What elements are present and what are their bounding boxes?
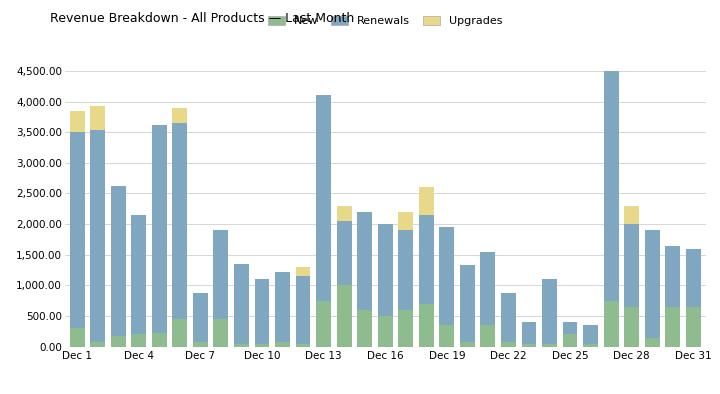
Bar	[419, 304, 433, 347]
Bar	[214, 319, 228, 347]
Bar	[357, 310, 372, 347]
Bar	[604, 301, 618, 347]
Text: Revenue Breakdown - All Products — Last Month: Revenue Breakdown - All Products — Last …	[50, 12, 355, 25]
Bar	[645, 230, 660, 338]
Bar	[255, 344, 269, 347]
Bar	[665, 307, 680, 347]
Bar	[501, 342, 516, 347]
Bar	[686, 249, 701, 307]
Bar	[337, 285, 351, 347]
Bar	[337, 221, 351, 285]
Bar	[111, 186, 125, 336]
Bar	[480, 325, 495, 347]
Bar	[152, 333, 166, 347]
Bar	[255, 279, 269, 344]
Bar	[316, 95, 331, 301]
Bar	[583, 325, 598, 344]
Bar	[337, 206, 351, 221]
Bar	[316, 301, 331, 347]
Bar	[562, 322, 577, 335]
Bar	[90, 106, 105, 130]
Bar	[275, 342, 290, 347]
Bar	[172, 319, 187, 347]
Bar	[624, 206, 639, 224]
Bar	[296, 267, 310, 276]
Bar	[234, 264, 249, 344]
Bar	[131, 215, 146, 335]
Bar	[521, 344, 536, 347]
Bar	[193, 293, 208, 342]
Legend: New, Renewals, Upgrades: New, Renewals, Upgrades	[268, 16, 503, 26]
Bar	[398, 230, 413, 310]
Bar	[439, 325, 454, 347]
Bar	[398, 310, 413, 347]
Bar	[542, 279, 557, 344]
Bar	[686, 307, 701, 347]
Bar	[624, 224, 639, 307]
Bar	[296, 344, 310, 347]
Bar	[172, 123, 187, 319]
Bar	[460, 265, 474, 342]
Bar	[90, 130, 105, 342]
Bar	[460, 342, 474, 347]
Bar	[665, 245, 680, 307]
Bar	[193, 342, 208, 347]
Bar	[234, 344, 249, 347]
Bar	[131, 335, 146, 347]
Bar	[419, 188, 433, 215]
Bar	[624, 307, 639, 347]
Bar	[501, 293, 516, 342]
Bar	[152, 125, 166, 333]
Bar	[378, 224, 392, 316]
Bar	[480, 252, 495, 325]
Bar	[357, 212, 372, 310]
Bar	[604, 52, 618, 301]
Bar	[70, 328, 84, 347]
Bar	[111, 336, 125, 347]
Bar	[562, 335, 577, 347]
Bar	[70, 111, 84, 132]
Bar	[296, 276, 310, 344]
Bar	[70, 132, 84, 328]
Bar	[378, 316, 392, 347]
Bar	[90, 342, 105, 347]
Bar	[583, 344, 598, 347]
Bar	[419, 215, 433, 304]
Bar	[645, 338, 660, 347]
Bar	[214, 230, 228, 319]
Bar	[172, 108, 187, 123]
Bar	[542, 344, 557, 347]
Bar	[398, 212, 413, 230]
Bar	[521, 322, 536, 344]
Bar	[275, 272, 290, 342]
Bar	[439, 227, 454, 325]
